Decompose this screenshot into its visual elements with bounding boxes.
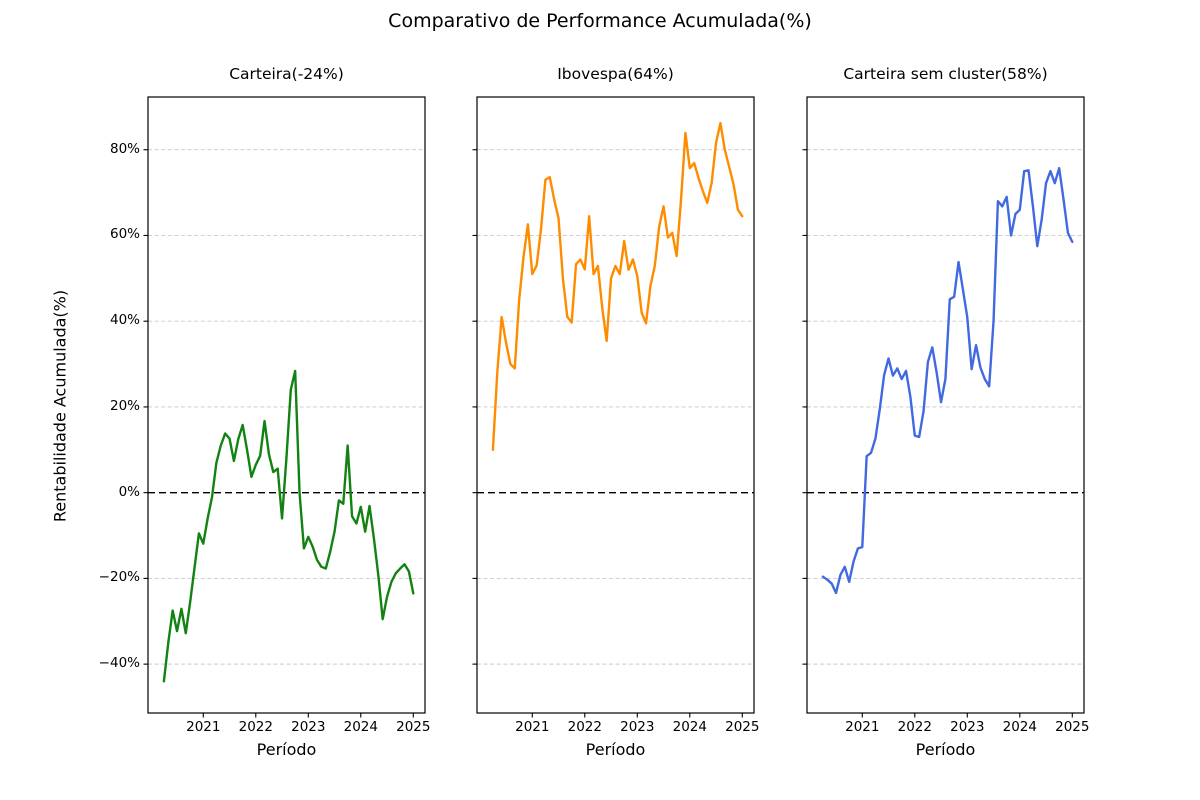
x-tick-label-2024: 2024 <box>1002 719 1037 735</box>
x-tick-label-2022: 2022 <box>897 719 932 735</box>
x-tick-label-2022: 2022 <box>567 719 602 735</box>
subplot-title-carteira: Carteira(-24%) <box>229 65 344 83</box>
x-tick-label-2023: 2023 <box>620 719 655 735</box>
y-tick-label-60: 60% <box>109 226 140 243</box>
x-tick-label-2023: 2023 <box>291 719 326 735</box>
y-tick-label-0: 0% <box>118 483 140 500</box>
axes-spines <box>147 96 426 714</box>
line-series-carteira-sem-cluster <box>821 166 1074 595</box>
y-tick-label-20: 20% <box>109 397 140 414</box>
subplot-ibovespa: Ibovespa(64%) Período 2021 2022 2023 2024 20… <box>472 65 759 759</box>
x-tick-label-2021: 2021 <box>186 719 221 735</box>
y-tick-label-40: 40% <box>109 312 140 329</box>
y-axis-label: Rentabilidade Acumulada(%) <box>50 289 70 523</box>
y-tick-label--20: −20% <box>98 569 140 586</box>
x-tick-label-2024: 2024 <box>343 719 378 735</box>
x-tick-label-2025: 2025 <box>1055 719 1090 735</box>
y-tick-label--40: −40% <box>98 655 140 672</box>
line-series-ibovespa <box>491 121 744 451</box>
subplot-title-ibovespa: Ibovespa(64%) <box>557 65 674 83</box>
plot-area-carteira-sem-cluster <box>802 96 1085 718</box>
x-tick-label-2025: 2025 <box>725 719 760 735</box>
axes-spines <box>806 96 1085 714</box>
x-axis-label: Período <box>585 740 646 759</box>
plot-area-ibovespa <box>472 96 755 718</box>
axes-spines <box>476 96 755 714</box>
x-tick-label-2021: 2021 <box>515 719 550 735</box>
x-tick-label-2022: 2022 <box>238 719 273 735</box>
subplot-title-carteira-sem-cluster: Carteira sem cluster(58%) <box>843 65 1048 83</box>
figure-title: Comparativo de Performance Acumulada(%) <box>388 10 812 32</box>
y-tick-label-80: 80% <box>109 140 140 157</box>
x-tick-label-2024: 2024 <box>672 719 707 735</box>
x-tick-label-2021: 2021 <box>845 719 880 735</box>
line-series-carteira <box>162 369 415 683</box>
subplot-carteira: Carteira(-24%) Período 2021 2022 2023 2024 2… <box>99 65 431 759</box>
x-tick-label-2025: 2025 <box>396 719 431 735</box>
x-tick-label-2023: 2023 <box>950 719 985 735</box>
x-axis-label: Período <box>256 740 317 759</box>
x-axis-label: Período <box>915 740 976 759</box>
subplot-carteira-sem-cluster: Carteira sem cluster(58%) Período 2021 20… <box>802 65 1089 759</box>
plot-area-carteira <box>143 96 426 718</box>
